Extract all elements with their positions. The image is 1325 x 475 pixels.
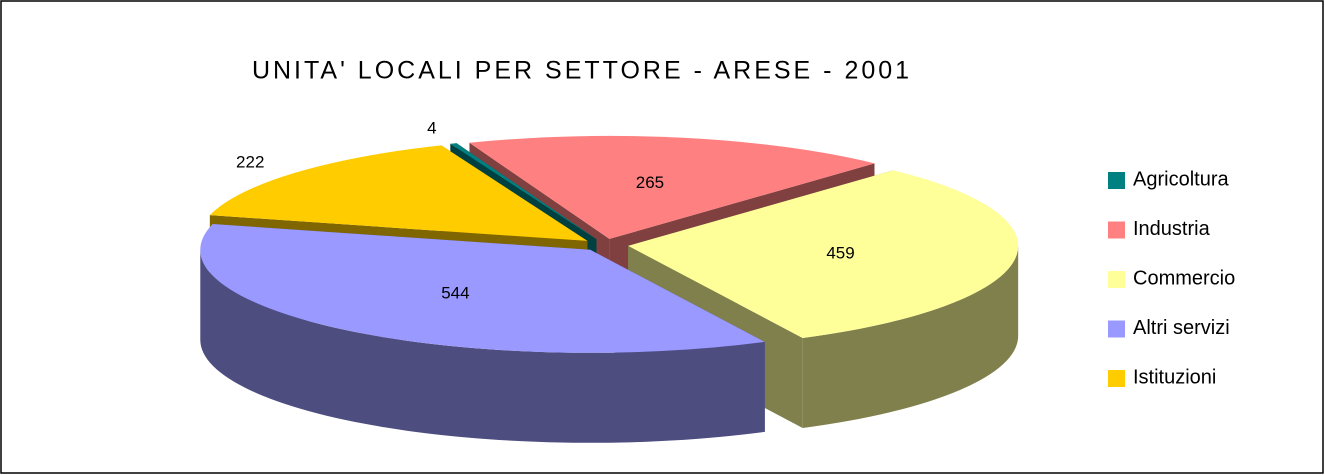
value-label: 222 bbox=[236, 152, 264, 171]
legend-label: Industria bbox=[1133, 218, 1211, 240]
slice bbox=[628, 170, 1019, 428]
value-label: 265 bbox=[636, 173, 664, 192]
value-label: 459 bbox=[826, 243, 854, 262]
legend-swatch bbox=[1108, 271, 1125, 288]
slice bbox=[200, 224, 765, 443]
legend-swatch bbox=[1108, 221, 1125, 239]
chart-title: UNITA' LOCALI PER SETTORE - ARESE - 2001 bbox=[252, 57, 912, 85]
legend-label: Commercio bbox=[1133, 267, 1235, 289]
value-label: 544 bbox=[441, 283, 469, 302]
legend-swatch bbox=[1108, 370, 1125, 387]
legend-swatch bbox=[1108, 172, 1125, 189]
legend-swatch bbox=[1108, 320, 1125, 338]
slice-side bbox=[200, 249, 765, 443]
slice-top bbox=[209, 145, 588, 241]
slice-side bbox=[802, 245, 1019, 428]
slice-top bbox=[200, 224, 765, 353]
slice-top bbox=[450, 143, 597, 240]
legend-label: Altri servizi bbox=[1133, 317, 1230, 339]
slice-top bbox=[628, 170, 1019, 338]
legend-label: Agricoltura bbox=[1133, 168, 1229, 190]
slice-top bbox=[469, 135, 875, 239]
value-label: 4 bbox=[427, 119, 436, 138]
legend-label: Istituzioni bbox=[1133, 366, 1216, 388]
